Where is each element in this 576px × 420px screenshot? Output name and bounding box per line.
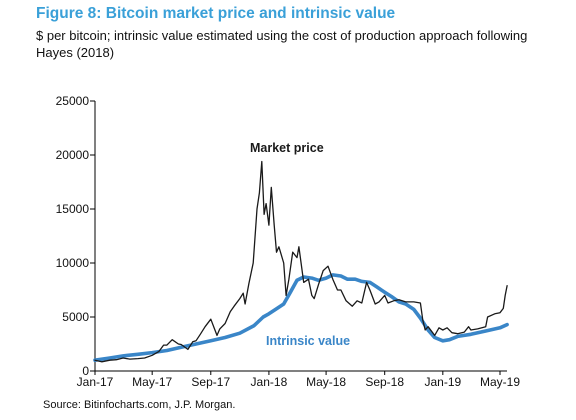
x-tick-label: May-18 (306, 375, 346, 389)
x-tick-label: Jan-19 (424, 375, 461, 389)
figure-title: Figure 8: Bitcoin market price and intri… (36, 5, 396, 22)
series-layer (93, 160, 509, 363)
y-tick-label: 20000 (56, 148, 90, 162)
x-tick-label: Sep-17 (191, 375, 230, 389)
x-axis: Jan-17 May-17 Sep-17 Jan-18 May-18 Sep-18 Jan-… (77, 370, 520, 389)
x-tick-label: Jan-18 (251, 375, 288, 389)
y-tick-label: 0 (82, 364, 89, 378)
market-price-line (94, 160, 508, 363)
y-tick-label: 5000 (62, 310, 89, 324)
market-price-label: Market price (250, 141, 324, 155)
x-tick-label: Jan-17 (77, 375, 114, 389)
figure-subtitle: $ per bitcoin; intrinsic value estimated… (36, 28, 528, 60)
bitcoin-price-chart: 0 5000 10000 15000 20000 25000 Jan-17 May-17 Se… (56, 94, 521, 389)
y-tick-label: 10000 (56, 256, 90, 270)
x-tick-label: May-17 (132, 375, 172, 389)
intrinsic-value-label: Intrinsic value (266, 334, 350, 348)
source-note: Source: Bitinfocharts.com, J.P. Morgan. (43, 399, 236, 411)
y-axis: 0 5000 10000 15000 20000 25000 (56, 94, 96, 378)
intrinsic-value-line (93, 273, 509, 362)
y-tick-label: 25000 (56, 94, 90, 108)
x-tick-label: May-19 (480, 375, 520, 389)
x-tick-label: Sep-18 (365, 375, 404, 389)
y-tick-label: 15000 (56, 202, 90, 216)
annotation-layer: Market price Intrinsic value (250, 141, 350, 348)
